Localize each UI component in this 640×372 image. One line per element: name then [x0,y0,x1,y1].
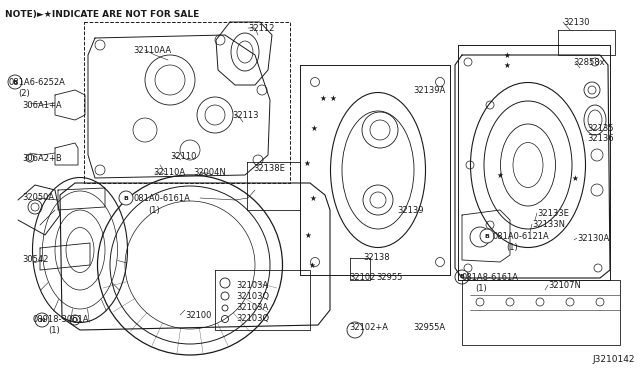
Text: 32100: 32100 [185,311,211,320]
Text: 32103A: 32103A [236,302,268,311]
Text: ★: ★ [310,124,317,132]
Text: 32103Q: 32103Q [236,292,269,301]
Text: 081A0-6121A: 081A0-6121A [493,231,550,241]
Text: 32858x: 32858x [573,58,605,67]
Text: 32955: 32955 [376,273,403,282]
Text: 08918-3061A: 08918-3061A [32,315,88,324]
Circle shape [455,270,469,284]
Text: 32004N: 32004N [193,167,226,176]
Text: B: B [484,234,490,238]
Text: (1): (1) [148,205,160,215]
Text: N: N [39,317,45,323]
Text: 32130A: 32130A [577,234,609,243]
Text: ★: ★ [497,170,504,180]
Text: 081A8-6161A: 081A8-6161A [462,273,519,282]
Text: (1): (1) [506,243,518,251]
Text: 32955A: 32955A [413,324,445,333]
Text: ★: ★ [308,260,316,269]
Text: ★: ★ [572,173,579,183]
Text: ★: ★ [504,51,511,60]
Text: 32139A: 32139A [413,86,445,94]
Text: ★: ★ [330,93,337,103]
Text: 32110AA: 32110AA [133,45,171,55]
Text: 32102: 32102 [349,273,376,282]
Text: 32136: 32136 [587,134,614,142]
Text: 081A6-6252A: 081A6-6252A [8,77,65,87]
Text: 32112: 32112 [248,23,275,32]
Text: (2): (2) [18,89,29,97]
Text: 32102+A: 32102+A [349,323,388,331]
Text: ★: ★ [319,93,326,103]
Text: 32107N: 32107N [548,280,581,289]
Text: 081A0-6161A: 081A0-6161A [133,193,190,202]
Text: 32050A: 32050A [22,192,54,202]
Text: 32103Q: 32103Q [236,314,269,323]
Text: 32113: 32113 [232,110,259,119]
Text: 32103A: 32103A [236,280,268,289]
Text: 32133E: 32133E [537,208,569,218]
Text: 32110A: 32110A [153,167,185,176]
Text: 32139: 32139 [397,205,424,215]
Circle shape [35,313,49,327]
Text: ★: ★ [303,158,310,167]
Text: ★: ★ [305,231,312,240]
Circle shape [119,191,133,205]
Text: B: B [460,275,465,279]
Text: 306A1+A: 306A1+A [22,100,61,109]
Text: 32133N: 32133N [532,219,565,228]
Text: 32110: 32110 [170,151,196,160]
Text: (1): (1) [475,283,487,292]
Text: B: B [124,196,129,201]
Text: NOTE)►★INDICATE ARE NOT FOR SALE: NOTE)►★INDICATE ARE NOT FOR SALE [5,10,199,19]
Text: 32138: 32138 [363,253,390,263]
Text: J3210142: J3210142 [593,356,635,365]
Text: ★: ★ [310,193,316,202]
Circle shape [480,229,494,243]
Text: 306A2+B: 306A2+B [22,154,61,163]
Text: B: B [13,80,17,84]
Text: 32135: 32135 [587,124,614,132]
Text: ★: ★ [504,61,511,70]
Text: 30542: 30542 [22,256,49,264]
Text: (1): (1) [48,327,60,336]
Text: 32130: 32130 [563,17,589,26]
Text: 32138E: 32138E [253,164,285,173]
Circle shape [8,75,22,89]
